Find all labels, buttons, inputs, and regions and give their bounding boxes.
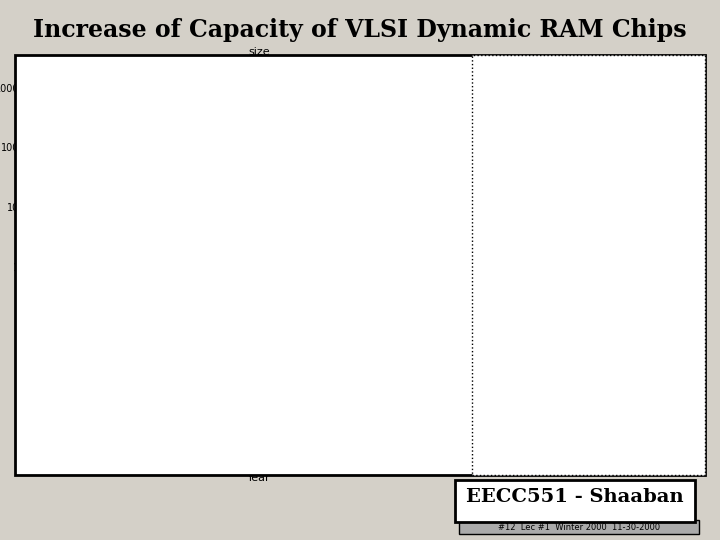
Text: 2000: 2000 bbox=[483, 339, 523, 353]
Bar bbox=[459, 520, 699, 534]
Bar bbox=[455, 480, 695, 522]
Text: 0.25: 0.25 bbox=[603, 147, 639, 161]
Text: 1: 1 bbox=[603, 179, 613, 193]
Text: 4: 4 bbox=[603, 212, 613, 225]
Bar bbox=[472, 55, 705, 475]
Text: 1980: 1980 bbox=[483, 116, 523, 130]
Text: 1986: 1986 bbox=[483, 179, 523, 193]
Text: 0.0625: 0.0625 bbox=[603, 116, 659, 130]
Text: 16: 16 bbox=[603, 244, 624, 257]
Text: 1999: 1999 bbox=[483, 307, 523, 321]
Text: 1.55X/yr,
or doubling every 1.6
years: 1.55X/yr, or doubling every 1.6 years bbox=[476, 381, 634, 428]
Text: Increase of Capacity of VLSI Dynamic RAM Chips: Increase of Capacity of VLSI Dynamic RAM… bbox=[33, 18, 687, 42]
Text: 256: 256 bbox=[603, 307, 634, 321]
Text: size(Megabit): size(Megabit) bbox=[590, 79, 703, 93]
X-axis label: Year: Year bbox=[248, 473, 271, 483]
Text: 64: 64 bbox=[603, 275, 624, 289]
Bar bbox=[15, 55, 705, 475]
Text: 1989: 1989 bbox=[483, 212, 523, 225]
Text: #12  Lec #1  Winter 2000  11-30-2000: #12 Lec #1 Winter 2000 11-30-2000 bbox=[498, 523, 660, 531]
Text: year: year bbox=[483, 79, 518, 93]
Text: EECC551 - Shaaban: EECC551 - Shaaban bbox=[466, 488, 684, 506]
Text: 1996: 1996 bbox=[483, 275, 523, 289]
Text: 1992: 1992 bbox=[483, 244, 523, 257]
Title: size: size bbox=[248, 47, 270, 57]
Text: 1024: 1024 bbox=[603, 339, 644, 353]
Text: 1983: 1983 bbox=[483, 147, 523, 161]
